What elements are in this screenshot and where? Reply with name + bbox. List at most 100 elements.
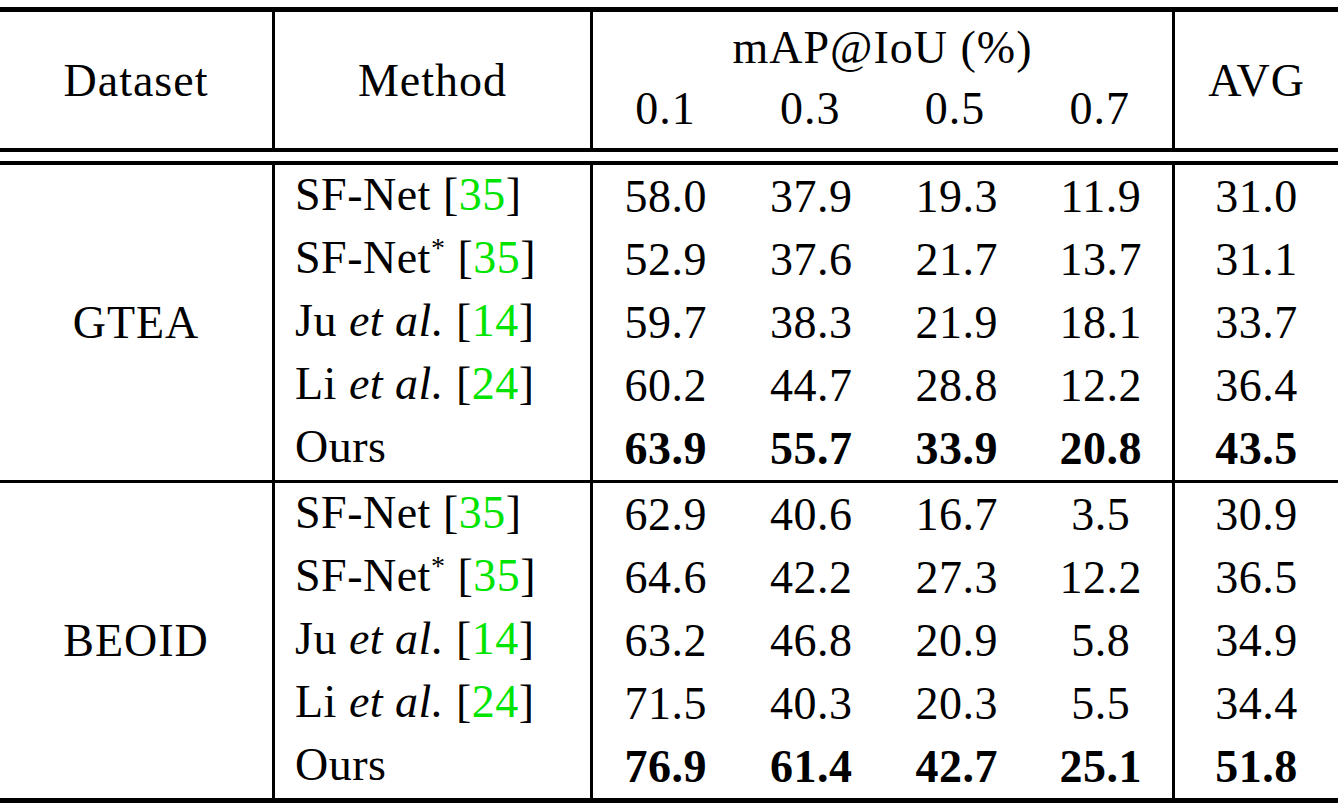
avg-value: 30.9 [1175,483,1338,546]
map-value: 52.9 [593,228,739,291]
col-header-avg: AVG [1175,12,1338,148]
map-value: 12.2 [1030,354,1176,417]
method-cell: SF-Net [35] [275,483,593,546]
col-header-dataset: Dataset [0,12,275,148]
map-value: 12.2 [1030,546,1176,609]
map-value: 38.3 [739,291,885,354]
cite-bracket-close: ] [506,487,522,538]
map-value: 5.8 [1030,609,1176,672]
results-table: Dataset Method mAP@IoU (%) 0.1 0.3 0.5 0… [0,0,1338,812]
cite-bracket-close: ] [519,613,535,664]
citation-link[interactable]: 35 [459,169,506,220]
table-row: SF-Net [35] 58.0 37.9 19.3 11.9 31.0 [275,165,1338,228]
avg-value: 31.0 [1175,165,1338,228]
method-cell: Li et al. [24] [275,354,593,417]
table-row: Ju et al. [14] 63.2 46.8 20.9 5.8 34.9 [275,609,1338,672]
citation-link[interactable]: 35 [459,487,506,538]
method-superscript: * [431,232,446,263]
map-value: 44.7 [739,354,885,417]
map-value: 46.8 [739,609,885,672]
section-beoid: BEOID SF-Net [35] 62.9 40.6 16.7 3.5 30.… [0,483,1338,798]
map-value: 11.9 [1030,165,1176,228]
map-value: 3.5 [1030,483,1176,546]
citation-link[interactable]: 14 [472,613,519,664]
method-name: Li [295,676,337,727]
map-value: 20.9 [884,609,1030,672]
map-value: 42.2 [739,546,885,609]
method-cell: Ju et al. [14] [275,291,593,354]
method-cell: Ju et al. [14] [275,609,593,672]
avg-value: 31.1 [1175,228,1338,291]
cite-bracket-close: ] [520,232,536,283]
cite-bracket-close: ] [519,295,535,346]
map-value: 16.7 [884,483,1030,546]
map-value: 71.5 [593,672,739,735]
table-row-ours: Ours 76.9 61.4 42.7 25.1 51.8 [275,735,1338,798]
table-row: Li et al. [24] 71.5 40.3 20.3 5.5 34.4 [275,672,1338,735]
method-name: SF-Net [295,169,431,220]
method-cell: SF-Net* [35] [275,546,593,609]
map-value: 61.4 [739,735,885,798]
map-value: 25.1 [1030,735,1176,798]
method-etal: et al. [337,676,444,727]
col-header-method: Method [275,12,593,148]
method-etal: et al. [337,295,444,346]
dataset-label-beoid: BEOID [0,483,275,798]
section-rows: SF-Net [35] 62.9 40.6 16.7 3.5 30.9 SF-N… [275,483,1338,798]
citation-link[interactable]: 35 [473,232,520,283]
map-value: 33.9 [884,417,1030,480]
map-value: 5.5 [1030,672,1176,735]
map-value: 20.8 [1030,417,1176,480]
map-value: 19.3 [884,165,1030,228]
map-value: 76.9 [593,735,739,798]
map-value: 27.3 [884,546,1030,609]
method-name: SF-Net [295,487,431,538]
table-row: Li et al. [24] 60.2 44.7 28.8 12.2 36.4 [275,354,1338,417]
map-value: 63.2 [593,609,739,672]
map-value: 40.6 [739,483,885,546]
map-value: 42.7 [884,735,1030,798]
map-value: 28.8 [884,354,1030,417]
method-name: Li [295,358,337,409]
table-row-ours: Ours 63.9 55.7 33.9 20.8 43.5 [275,417,1338,480]
avg-value: 36.4 [1175,354,1338,417]
table-bottom-rule [0,798,1338,803]
iou-threshold-label: 0.5 [883,82,1028,135]
cite-bracket-close: ] [520,550,536,601]
table-row: SF-Net [35] 62.9 40.6 16.7 3.5 30.9 [275,483,1338,546]
citation-link[interactable]: 14 [472,295,519,346]
avg-value: 51.8 [1175,735,1338,798]
map-value: 21.7 [884,228,1030,291]
citation-link[interactable]: 35 [473,550,520,601]
map-value: 55.7 [739,417,885,480]
map-value: 40.3 [739,672,885,735]
map-value: 64.6 [593,546,739,609]
method-etal: et al. [337,358,444,409]
map-value: 20.3 [884,672,1030,735]
section-rows: SF-Net [35] 58.0 37.9 19.3 11.9 31.0 SF-… [275,165,1338,480]
map-value: 37.6 [739,228,885,291]
map-value: 62.9 [593,483,739,546]
table-row: Ju et al. [14] 59.7 38.3 21.9 18.1 33.7 [275,291,1338,354]
citation-link[interactable]: 24 [472,676,519,727]
method-superscript: * [431,550,446,581]
iou-threshold-row: 0.1 0.3 0.5 0.7 [593,82,1172,128]
map-value: 59.7 [593,291,739,354]
dataset-label-gtea: GTEA [0,165,275,480]
cite-bracket-open: [ [444,358,472,409]
cite-bracket-open: [ [445,232,473,283]
cite-bracket-open: [ [444,613,472,664]
avg-value: 36.5 [1175,546,1338,609]
map-value: 18.1 [1030,291,1176,354]
avg-value: 34.4 [1175,672,1338,735]
method-cell: Li et al. [24] [275,672,593,735]
map-value: 63.9 [593,417,739,480]
avg-value: 33.7 [1175,291,1338,354]
method-name: Ours [295,421,386,472]
map-value: 58.0 [593,165,739,228]
citation-link[interactable]: 24 [472,358,519,409]
section-gtea: GTEA SF-Net [35] 58.0 37.9 19.3 11.9 31.… [0,165,1338,480]
cite-bracket-open: [ [445,550,473,601]
method-cell: SF-Net [35] [275,165,593,228]
map-value: 60.2 [593,354,739,417]
